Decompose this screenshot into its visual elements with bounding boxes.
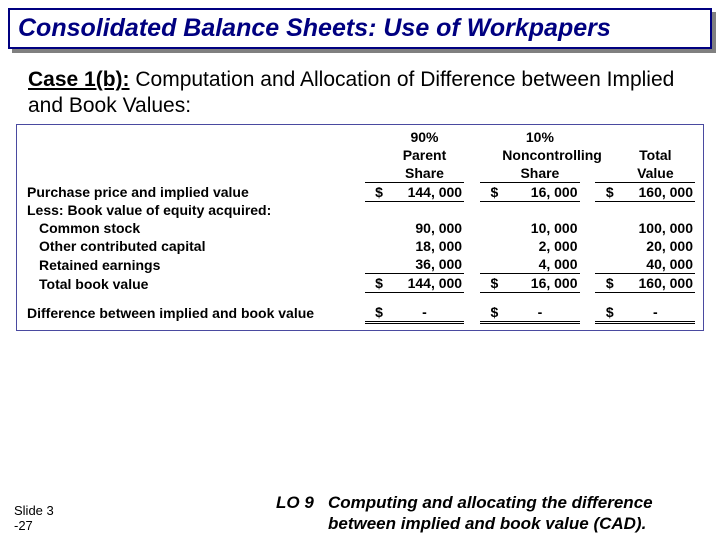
hdr-pct-parent: 90% — [385, 128, 464, 146]
val-diff-total: - — [616, 303, 695, 323]
hdr-pct-nci: 10% — [500, 128, 579, 146]
hdr-nci: Noncontrolling — [500, 146, 579, 164]
val-re-total: 40, 000 — [616, 255, 695, 274]
lbl-ocap: Other contributed capital — [25, 237, 365, 255]
row-purchase: Purchase price and implied value $144, 0… — [25, 182, 695, 201]
row-common: Common stock 90, 000 10, 000 100, 000 — [25, 219, 695, 237]
lbl-less: Less: Book value of equity acquired: — [25, 201, 365, 219]
header-row-1: 90% 10% — [25, 128, 695, 146]
hdr-total: Total — [616, 146, 695, 164]
lo-text: Computing and allocating the difference … — [328, 493, 696, 534]
val-common-nci: 10, 000 — [500, 219, 579, 237]
val-re-parent: 36, 000 — [385, 255, 464, 274]
val-ocap-parent: 18, 000 — [385, 237, 464, 255]
allocation-table: 90% 10% Parent Noncontrolling Total Shar… — [16, 124, 704, 331]
val-re-nci: 4, 000 — [500, 255, 579, 274]
lbl-common: Common stock — [25, 219, 365, 237]
row-less: Less: Book value of equity acquired: — [25, 201, 695, 219]
slide-title: Consolidated Balance Sheets: Use of Work… — [18, 14, 702, 43]
val-purchase-nci: 16, 000 — [500, 182, 579, 201]
val-purchase-total: 160, 000 — [616, 182, 695, 201]
val-tbv-nci: 16, 000 — [500, 274, 579, 293]
lbl-re: Retained earnings — [25, 255, 365, 274]
row-diff: Difference between implied and book valu… — [25, 303, 695, 323]
slide-number-l2: -27 — [14, 518, 54, 534]
title-banner: Consolidated Balance Sheets: Use of Work… — [8, 8, 712, 49]
hdr-total-value: Value — [616, 164, 695, 183]
val-common-parent: 90, 000 — [385, 219, 464, 237]
val-ocap-total: 20, 000 — [616, 237, 695, 255]
lo-label: LO 9 — [276, 493, 328, 513]
row-ocap: Other contributed capital 18, 000 2, 000… — [25, 237, 695, 255]
hdr-nci-share: Share — [500, 164, 579, 183]
val-diff-nci: - — [500, 303, 579, 323]
val-tbv-total: 160, 000 — [616, 274, 695, 293]
lbl-tbv: Total book value — [25, 274, 365, 293]
val-common-total: 100, 000 — [616, 219, 695, 237]
val-diff-parent: - — [385, 303, 464, 323]
row-tbv: Total book value $144, 000 $16, 000 $160… — [25, 274, 695, 293]
learning-objective: LO 9Computing and allocating the differe… — [276, 493, 706, 534]
case-label: Case 1(b): — [28, 68, 130, 91]
row-re: Retained earnings 36, 000 4, 000 40, 000 — [25, 255, 695, 274]
val-purchase-parent: 144, 000 — [385, 182, 464, 201]
title-box: Consolidated Balance Sheets: Use of Work… — [8, 8, 712, 49]
lbl-purchase: Purchase price and implied value — [25, 182, 365, 201]
case-subtitle: Case 1(b): Computation and Allocation of… — [28, 67, 692, 120]
hdr-parent: Parent — [385, 146, 464, 164]
val-tbv-parent: 144, 000 — [385, 274, 464, 293]
header-row-2: Parent Noncontrolling Total — [25, 146, 695, 164]
hdr-parent-share: Share — [385, 164, 464, 183]
slide-number-l1: Slide 3 — [14, 503, 54, 519]
lbl-diff: Difference between implied and book valu… — [25, 303, 365, 323]
header-row-3: Share Share Value — [25, 164, 695, 183]
val-ocap-nci: 2, 000 — [500, 237, 579, 255]
slide-number: Slide 3 -27 — [14, 503, 54, 534]
